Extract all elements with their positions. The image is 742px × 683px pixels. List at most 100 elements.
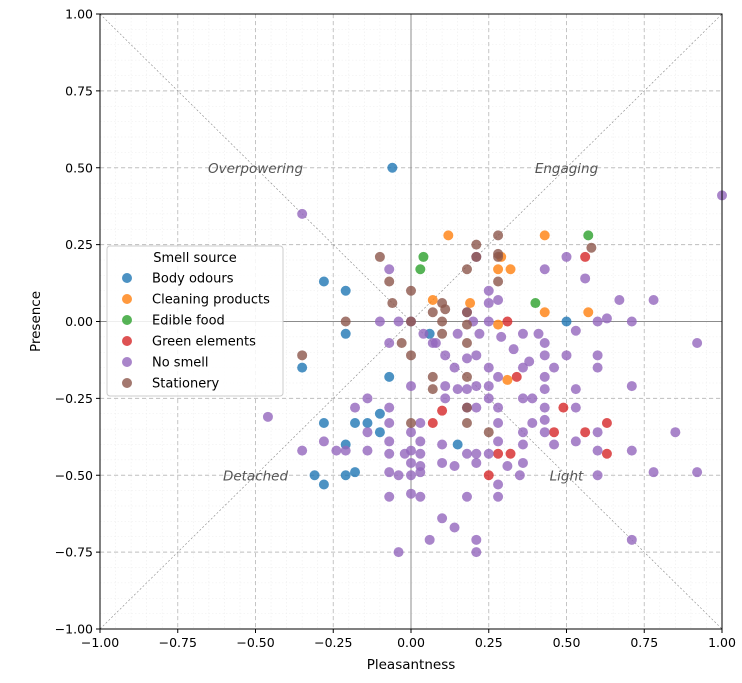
data-point [340, 445, 351, 456]
data-point [626, 445, 637, 456]
data-point [626, 534, 637, 545]
data-point [437, 513, 448, 524]
data-point [493, 491, 504, 502]
data-point [601, 448, 612, 459]
data-point [493, 251, 504, 262]
quadrant-label: Light [550, 468, 584, 484]
data-point [437, 457, 448, 468]
data-point [493, 371, 504, 382]
data-point [471, 350, 482, 361]
data-point [440, 304, 451, 315]
data-point [539, 307, 550, 318]
data-point [692, 467, 703, 478]
x-tick-label: −0.50 [236, 635, 274, 650]
data-point [471, 448, 482, 459]
data-point [533, 328, 544, 339]
data-point [461, 491, 472, 502]
data-point [648, 467, 659, 478]
data-point [517, 328, 528, 339]
data-point [471, 402, 482, 413]
legend-marker [122, 357, 132, 367]
x-axis-ticks: −1.00 −0.75 −0.50 −0.25 0.00 0.25 0.50 0.75 1.00 [81, 629, 736, 650]
data-point [530, 298, 541, 309]
legend-label: Stationery [152, 377, 220, 392]
data-point [427, 417, 438, 428]
data-point [374, 251, 385, 262]
data-point [586, 242, 597, 253]
data-point [384, 371, 395, 382]
quadrant-labels: Overpowering Engaging Detached Light [208, 161, 599, 485]
data-point [471, 534, 482, 545]
data-point [437, 316, 448, 327]
legend-box [106, 245, 284, 397]
data-point [539, 402, 550, 413]
data-point [505, 264, 516, 275]
data-point [297, 362, 308, 373]
data-point [443, 230, 454, 241]
data-point [524, 356, 535, 367]
data-point [362, 445, 373, 456]
data-point [508, 344, 519, 355]
quadrant-label: Overpowering [208, 161, 304, 177]
data-point [471, 457, 482, 468]
data-point [384, 448, 395, 459]
data-point [374, 316, 385, 327]
x-tick-label: 0.25 [475, 635, 503, 650]
data-point [670, 427, 681, 438]
data-point [461, 264, 472, 275]
data-point [517, 439, 528, 450]
data-point [505, 448, 516, 459]
data-point [580, 273, 591, 284]
x-axis-label: Pleasantness [367, 657, 456, 673]
legend-marker [122, 378, 132, 388]
y-tick-label: −0.50 [55, 468, 93, 483]
data-point [461, 338, 472, 349]
data-point [539, 371, 550, 382]
data-point [331, 445, 342, 456]
legend-marker [122, 273, 132, 283]
data-point [493, 402, 504, 413]
data-point [415, 491, 426, 502]
data-point [384, 417, 395, 428]
data-point [437, 439, 448, 450]
data-point [614, 294, 625, 305]
data-point [549, 427, 560, 438]
data-point [340, 316, 351, 327]
data-point [592, 445, 603, 456]
data-point [350, 402, 361, 413]
data-point [471, 251, 482, 262]
data-point [483, 362, 494, 373]
data-point [502, 316, 513, 327]
data-point [517, 393, 528, 404]
data-point [493, 448, 504, 459]
data-point [461, 417, 472, 428]
legend-items: Body odours Cleaning products Edible food G… [122, 272, 270, 392]
data-point [424, 534, 435, 545]
data-point [561, 350, 572, 361]
data-point [561, 316, 572, 327]
data-point [527, 393, 538, 404]
data-point [362, 393, 373, 404]
data-point [393, 316, 404, 327]
data-point [318, 417, 329, 428]
data-point [350, 417, 361, 428]
x-tick-label: 0.75 [630, 635, 658, 650]
data-point [601, 417, 612, 428]
data-point [415, 436, 426, 447]
data-point [483, 381, 494, 392]
data-point [309, 470, 320, 481]
legend-label: Green elements [152, 335, 256, 350]
data-point [502, 374, 513, 385]
data-point [549, 362, 560, 373]
data-point [592, 316, 603, 327]
data-point [340, 328, 351, 339]
data-point [483, 427, 494, 438]
data-point [471, 547, 482, 558]
y-axis-ticks: −1.00 −0.75 −0.50 −0.25 0.00 0.25 0.50 0.75 1.00 [55, 7, 100, 637]
data-point [396, 338, 407, 349]
data-point [483, 316, 494, 327]
data-point [514, 470, 525, 481]
data-point [493, 319, 504, 330]
data-point [406, 470, 416, 481]
data-point [415, 448, 426, 459]
